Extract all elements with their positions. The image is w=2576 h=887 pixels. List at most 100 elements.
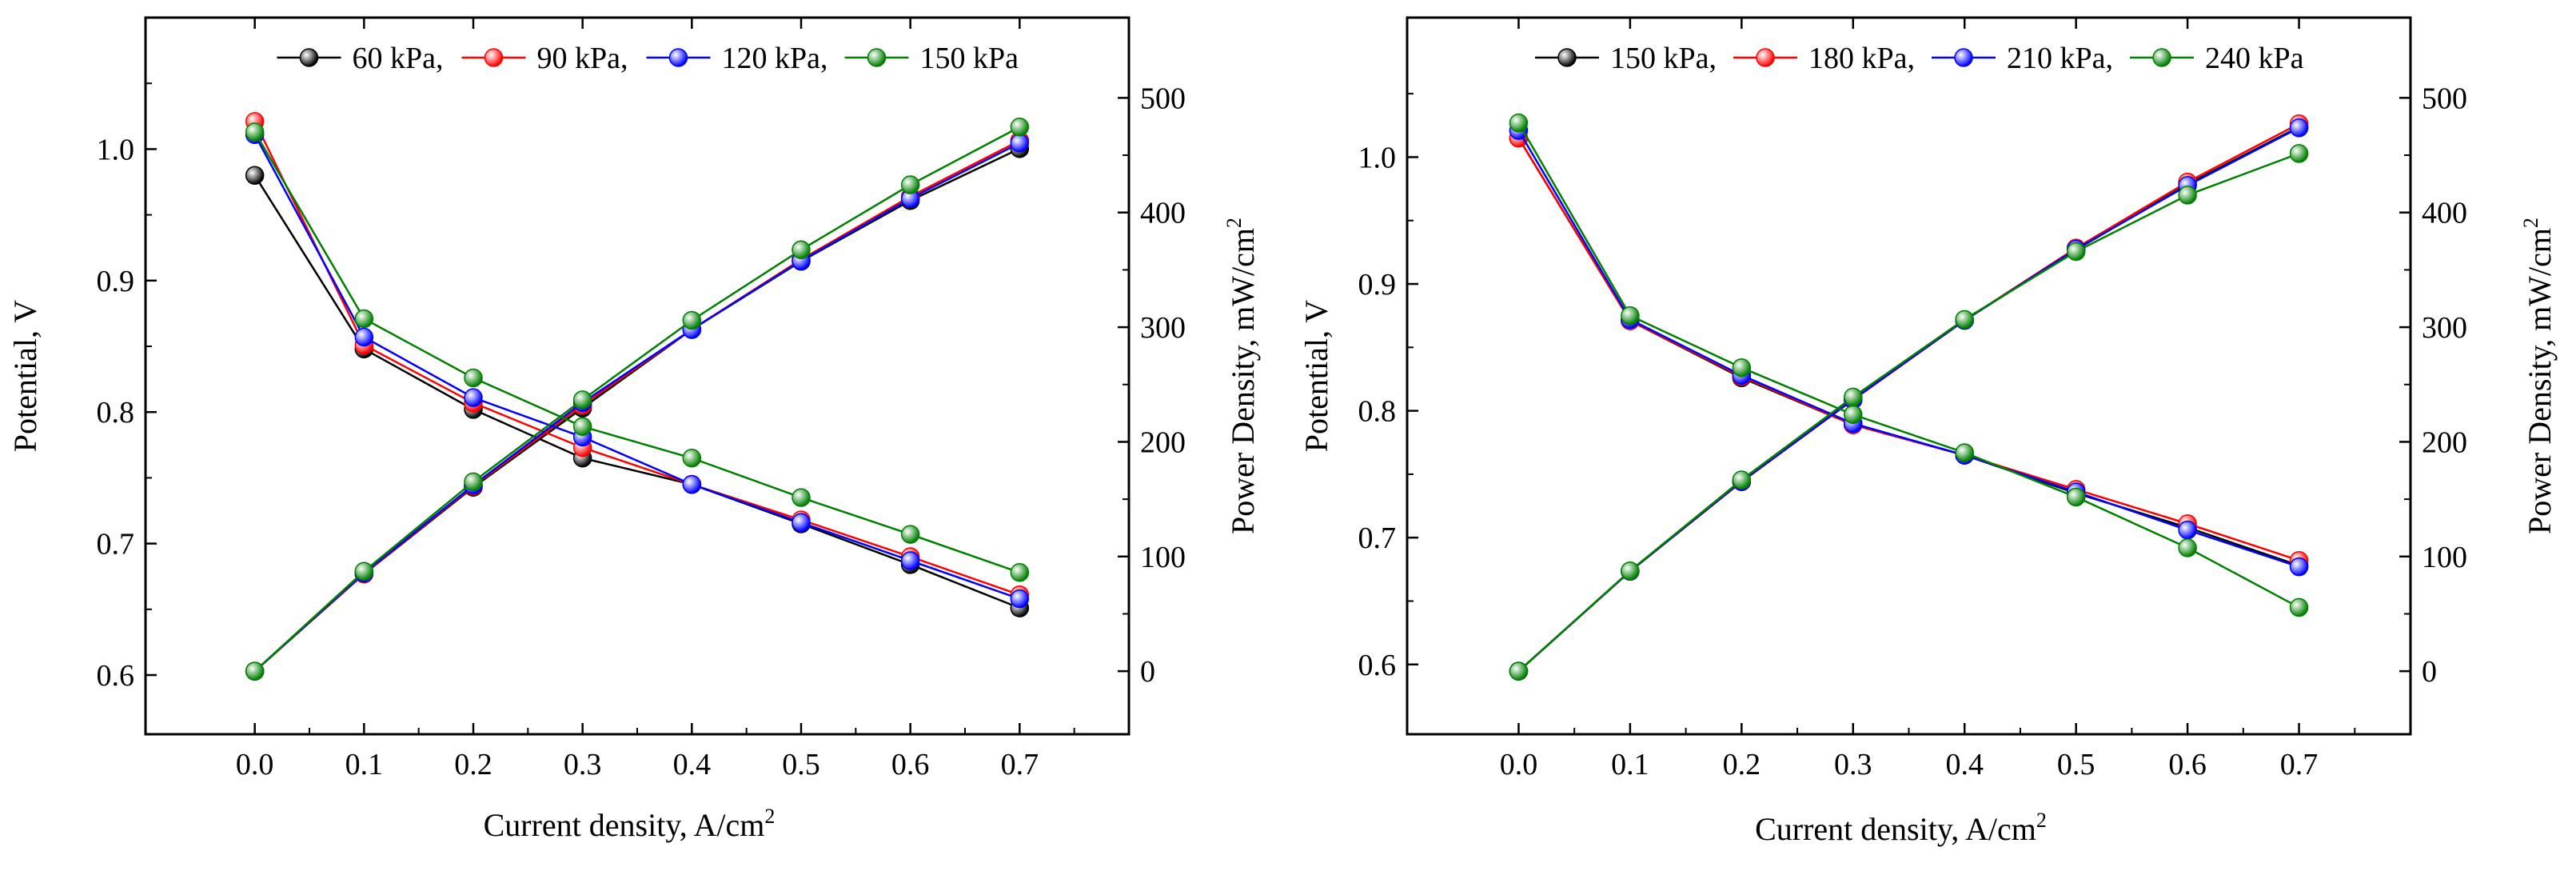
legend-item: 60 kPa, xyxy=(277,42,444,75)
potential-point xyxy=(682,474,702,494)
power-point xyxy=(1509,661,1529,681)
potential-point xyxy=(900,551,920,570)
y-tick-label: 0.6 xyxy=(1358,649,1397,682)
x-tick-label: 0.7 xyxy=(1001,748,1039,781)
y-axis-title: Potential, V xyxy=(1298,300,1334,452)
y-tick-label: 0.8 xyxy=(97,396,135,430)
x-tick-label: 0.6 xyxy=(891,748,930,781)
potential-point xyxy=(1844,405,1863,425)
power-point xyxy=(900,175,920,194)
legend-label: 240 kPa xyxy=(2205,42,2304,75)
y2-tick-label: 200 xyxy=(1140,426,1186,459)
y2-tick-label: 400 xyxy=(2422,197,2467,230)
x-axis-title-superscript: 2 xyxy=(2036,809,2047,832)
legend-item: 150 kPa xyxy=(844,42,1019,75)
legend-marker xyxy=(2152,48,2171,67)
y-tick-label: 1.0 xyxy=(1358,141,1397,174)
potential-point xyxy=(900,525,920,544)
potential-curve-line xyxy=(253,131,1020,573)
power-point xyxy=(354,561,374,581)
y2-axis-title-text: Power Density, mW/cm xyxy=(2522,228,2558,534)
y2-tick-label: 500 xyxy=(1140,82,1186,115)
potential-point xyxy=(2289,557,2309,577)
y2-axis-title-superscript: 2 xyxy=(1222,218,1246,228)
series-150-kpa xyxy=(245,118,1030,681)
potential-curve-line xyxy=(253,174,1020,609)
legend-label: 60 kPa, xyxy=(353,42,444,75)
y2-tick-label: 300 xyxy=(2422,311,2467,345)
power-curve-line xyxy=(1517,126,2300,673)
y-tick-label: 0.6 xyxy=(97,659,135,693)
potential-curve-line xyxy=(253,121,1020,596)
y2-axis-title: Power Density, mW/cm2 xyxy=(2519,218,2558,534)
power-point xyxy=(1955,310,1974,330)
legend-item: 210 kPa, xyxy=(1932,42,2113,75)
power-curve-line xyxy=(253,142,1020,673)
potential-point xyxy=(2178,538,2197,557)
legend-label: 150 kPa, xyxy=(1610,42,1717,75)
x-tick-label: 0.0 xyxy=(236,748,274,781)
power-point xyxy=(2178,186,2197,205)
y2-axis-title: Power Density, mW/cm2 xyxy=(1222,218,1261,534)
y2-tick-label: 400 xyxy=(1140,197,1186,230)
legend-label: 210 kPa, xyxy=(2007,42,2113,75)
power-point xyxy=(1010,118,1030,137)
y-tick-label: 0.8 xyxy=(1358,395,1397,429)
y-tick-label: 0.9 xyxy=(97,265,135,298)
potential-point xyxy=(792,488,811,507)
legend-item: 180 kPa, xyxy=(1733,42,1915,75)
x-tick-label: 0.7 xyxy=(2280,748,2319,781)
legend-item: 240 kPa xyxy=(2130,42,2304,75)
y-tick-label: 0.9 xyxy=(1358,268,1397,302)
power-point xyxy=(2289,118,2309,138)
power-point xyxy=(464,472,483,492)
x-tick-label: 0.3 xyxy=(564,748,602,781)
x-tick-label: 0.5 xyxy=(782,748,820,781)
legend: 150 kPa, 180 kPa, 210 kPa, 240 kPa xyxy=(1535,42,2304,75)
legend-marker xyxy=(668,48,688,67)
potential-point xyxy=(1621,306,1640,326)
power-point xyxy=(2289,144,2309,163)
potential-point xyxy=(245,166,265,186)
legend-marker xyxy=(299,48,319,67)
power-point xyxy=(1732,470,1752,489)
power-curve-line xyxy=(1517,126,2300,673)
y2-tick-label: 0 xyxy=(2422,655,2437,689)
potential-point xyxy=(245,122,265,142)
chart-panel-2: 0.0 0.1 0.2 0.3 0.4 0.5 0.6 0.7 0.6 0.7 0.8 0.9 1.0 0… xyxy=(1298,16,2558,847)
potential-point xyxy=(1010,589,1030,609)
series-240-kpa xyxy=(1509,113,2309,681)
power-point xyxy=(1621,561,1640,581)
y2-tick-label: 100 xyxy=(2422,541,2467,574)
power-point xyxy=(2066,242,2086,262)
potential-point xyxy=(1955,443,1974,462)
plot-frame xyxy=(1406,16,2412,736)
potential-curve-line xyxy=(253,134,1020,600)
legend-item: 150 kPa, xyxy=(1535,42,1717,75)
legend-marker xyxy=(1557,48,1577,67)
legend: 60 kPa, 90 kPa, 120 kPa, 150 kPa xyxy=(277,42,1019,75)
power-curve-line xyxy=(1517,152,2299,673)
potential-point xyxy=(354,327,374,347)
potential-point xyxy=(2066,487,2086,507)
y-tick-label: 0.7 xyxy=(97,528,135,561)
y2-axis-title-text: Power Density, mW/cm xyxy=(1225,228,1261,534)
x-axis-title-text: Current density, A/cm xyxy=(484,807,765,843)
x-tick-label: 0.2 xyxy=(454,748,492,781)
x-tick-label: 0.5 xyxy=(2057,748,2095,781)
potential-point xyxy=(354,309,374,329)
y-tick-label: 1.0 xyxy=(97,133,135,166)
potential-point xyxy=(1732,358,1752,378)
potential-point xyxy=(464,368,483,388)
power-point xyxy=(245,661,265,681)
potential-curve-line xyxy=(1517,122,2300,609)
x-tick-label: 0.4 xyxy=(1945,748,1984,781)
legend-label: 180 kPa, xyxy=(1808,42,1915,75)
plot-frame xyxy=(144,16,1130,736)
y2-tick-label: 100 xyxy=(1140,541,1186,574)
potential-curve-line xyxy=(1517,130,2299,568)
chart-panel-1: 0.0 0.1 0.2 0.3 0.4 0.5 0.6 0.7 0.6 0.7 0.8 0.9 1.0 0… xyxy=(7,16,1261,843)
power-point xyxy=(792,240,811,260)
